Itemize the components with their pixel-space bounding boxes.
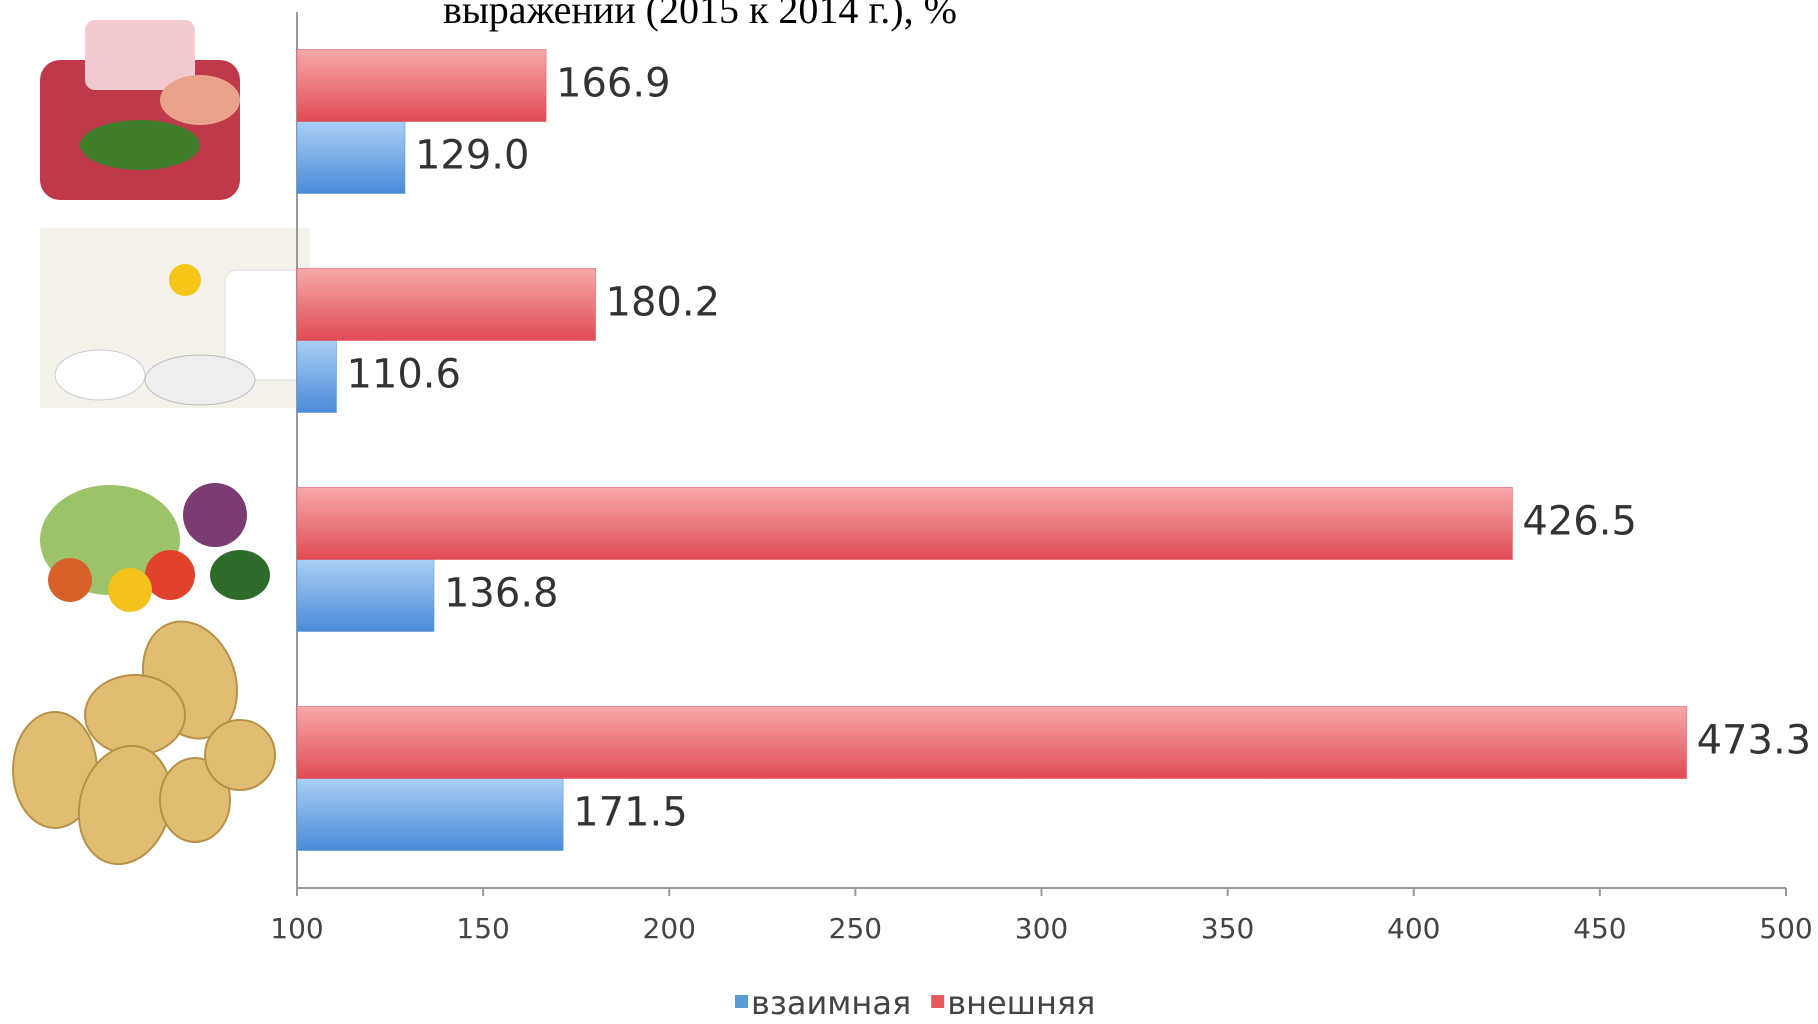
potato-picture bbox=[12, 620, 276, 866]
legend-label: внешняя bbox=[947, 984, 1095, 1022]
bar bbox=[296, 340, 337, 413]
bar bbox=[296, 706, 1688, 779]
x-tick-label: 300 bbox=[1015, 912, 1068, 945]
value-label: 129.0 bbox=[415, 133, 530, 179]
chart-title: выражении (2015 к 2014 г.), % bbox=[443, 0, 957, 32]
dairy-picture bbox=[40, 228, 310, 408]
meat-picture bbox=[40, 20, 240, 200]
bar bbox=[296, 778, 564, 851]
bar bbox=[296, 487, 1513, 560]
bar bbox=[296, 121, 406, 194]
x-tick-label: 500 bbox=[1759, 912, 1812, 945]
value-label: 180.2 bbox=[606, 280, 721, 326]
legend-swatch bbox=[931, 995, 945, 1008]
x-tick-label: 150 bbox=[456, 912, 509, 945]
value-label: 166.9 bbox=[556, 61, 671, 107]
bar bbox=[296, 559, 435, 632]
legend-swatch bbox=[735, 995, 748, 1008]
value-label: 136.8 bbox=[444, 571, 559, 617]
x-tick-label: 450 bbox=[1573, 912, 1626, 945]
value-label: 426.5 bbox=[1522, 499, 1637, 545]
x-tick-label: 100 bbox=[270, 912, 323, 945]
value-label: 171.5 bbox=[573, 790, 688, 836]
vegetables-picture bbox=[40, 483, 270, 612]
x-tick-label: 200 bbox=[643, 912, 696, 945]
legend-label: взаимная bbox=[751, 984, 911, 1022]
x-tick-label: 400 bbox=[1387, 912, 1440, 945]
value-label: 110.6 bbox=[346, 352, 461, 398]
x-tick-label: 250 bbox=[829, 912, 882, 945]
bar bbox=[296, 49, 547, 122]
bar bbox=[296, 268, 597, 341]
x-tick-label: 350 bbox=[1201, 912, 1254, 945]
value-label: 473.3 bbox=[1697, 718, 1812, 764]
